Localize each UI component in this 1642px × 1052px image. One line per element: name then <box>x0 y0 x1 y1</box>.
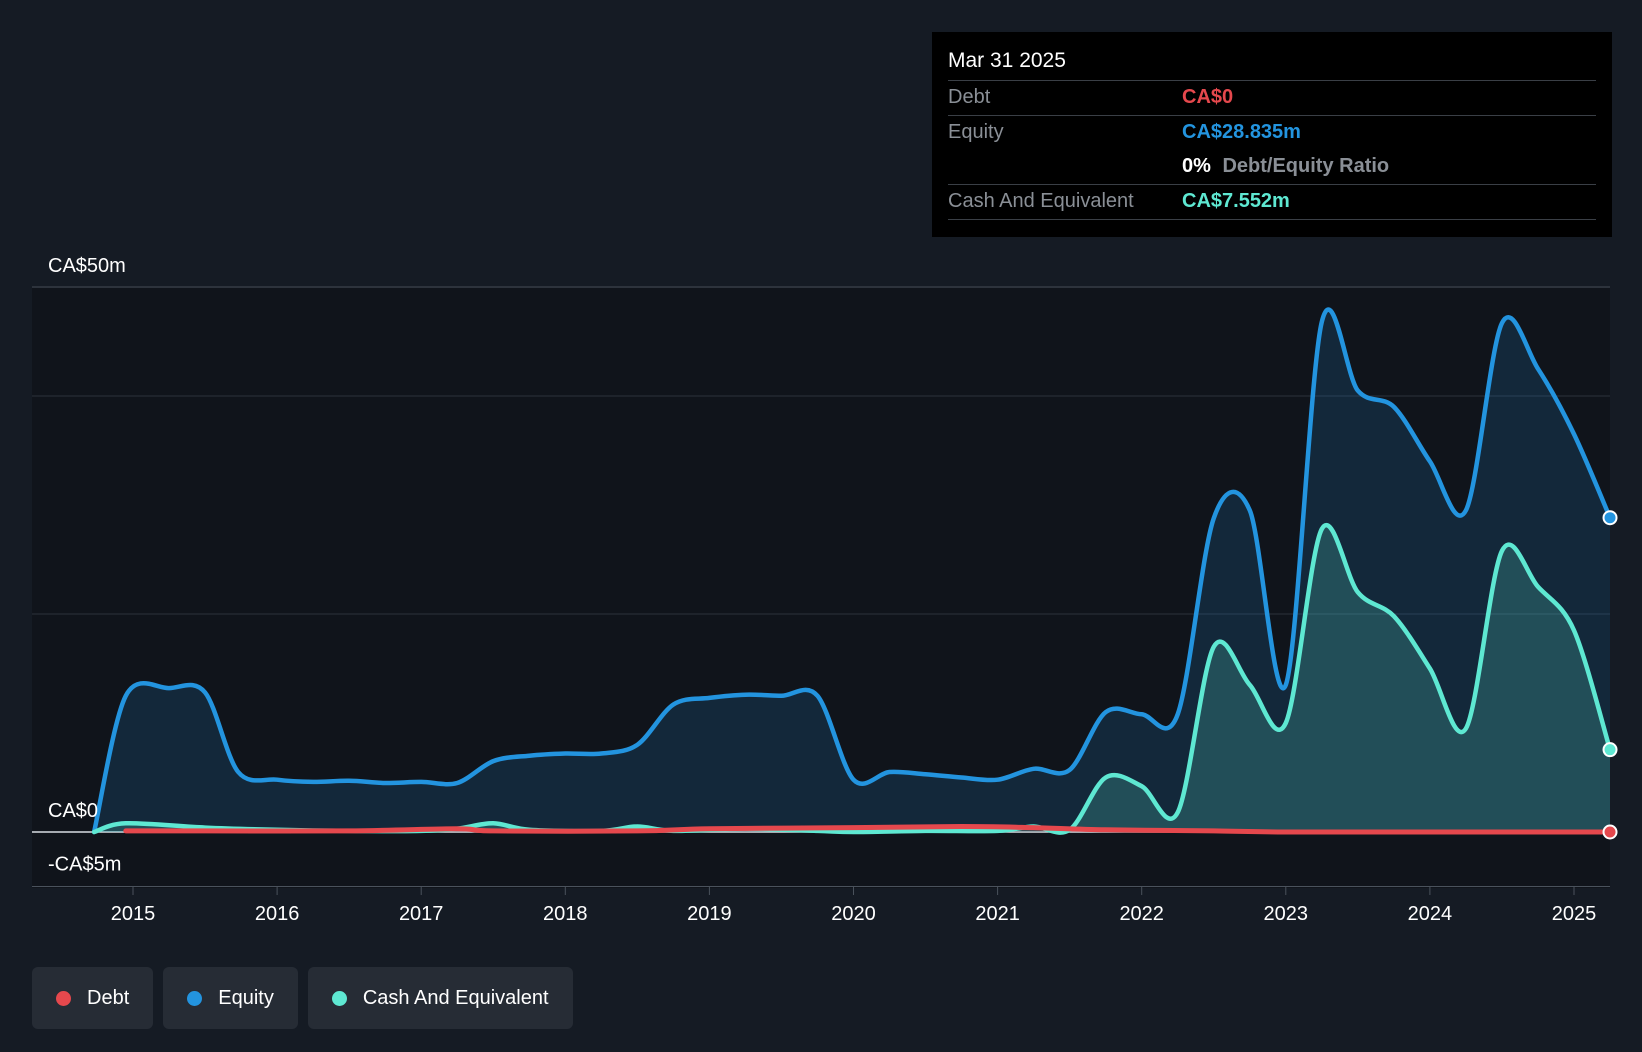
tooltip-row-cash: Cash And Equivalent CA$7.552m <box>948 185 1596 220</box>
tooltip-debt-label: Debt <box>948 86 991 108</box>
line-equity <box>91 307 1613 835</box>
legend-dot-debt <box>56 990 71 1006</box>
x-tick-2018: 2018 <box>543 903 588 925</box>
y-label-0: CA$0 <box>48 800 98 822</box>
tooltip-ratio-label: Debt/Equity Ratio <box>1222 155 1390 177</box>
x-tick-2024: 2024 <box>1408 903 1453 925</box>
x-tick-2016: 2016 <box>255 903 300 925</box>
y-label-neg5: -CA$5m <box>48 854 121 876</box>
series-lines <box>91 307 1613 835</box>
marker-cash-and-equivalent <box>1602 742 1618 758</box>
x-tick-2021: 2021 <box>975 903 1020 925</box>
tooltip-row-equity: Equity CA$28.835m <box>948 116 1596 150</box>
tooltip-cash-value: CA$7.552m <box>1182 190 1290 212</box>
tooltip-cash-label: Cash And Equivalent <box>948 190 1134 212</box>
marker-equity <box>1602 510 1618 526</box>
tooltip-ratio-value: 0% <box>1182 155 1211 177</box>
line-debt <box>123 824 1613 835</box>
x-tick-2015: 2015 <box>111 903 156 925</box>
x-tick-2023: 2023 <box>1264 903 1309 925</box>
legend-label-debt: Debt <box>87 986 130 1009</box>
x-axis-ticks: 2015 2016 2017 2018 2019 2020 2021 2022 2023 2024… <box>111 887 1597 925</box>
legend-item-cash[interactable]: Cash And Equivalent <box>307 967 573 1029</box>
area-equity <box>94 309 1611 832</box>
x-tick-2020: 2020 <box>831 903 876 925</box>
legend-label-cash: Cash And Equivalent <box>362 986 549 1009</box>
tooltip-equity-value: CA$28.835m <box>1182 121 1301 143</box>
legend-item-debt[interactable]: Debt <box>32 967 154 1029</box>
tooltip-row-debt: Debt CA$0 <box>948 81 1596 116</box>
x-tick-2025: 2025 <box>1552 903 1597 925</box>
y-axis-labels: CA$50m CA$0 -CA$5m <box>48 255 126 876</box>
x-tick-2022: 2022 <box>1119 903 1164 925</box>
tooltip-debt-value: CA$0 <box>1182 86 1234 108</box>
end-markers <box>1602 510 1618 840</box>
x-tick-2019: 2019 <box>687 903 732 925</box>
legend-dot-equity <box>187 990 203 1006</box>
x-tick-2017: 2017 <box>399 903 444 925</box>
legend-item-equity[interactable]: Equity <box>163 967 298 1029</box>
legend-label-equity: Equity <box>218 986 274 1009</box>
tooltip-date: Mar 31 2025 <box>948 46 1596 81</box>
marker-debt <box>1602 824 1618 840</box>
plot-background <box>32 286 1610 888</box>
tooltip-equity-label: Equity <box>948 121 1004 143</box>
tooltip-panel: Mar 31 2025 Debt CA$0 Equity CA$28.835m … <box>932 32 1612 237</box>
tooltip-row-ratio: 0% Debt/Equity Ratio <box>948 150 1596 185</box>
area-cash-and-equivalent <box>94 525 1611 833</box>
y-label-50: CA$50m <box>48 255 126 277</box>
legend: Debt Equity Cash And Equivalent <box>32 967 573 1029</box>
legend-dot-cash <box>331 990 347 1006</box>
